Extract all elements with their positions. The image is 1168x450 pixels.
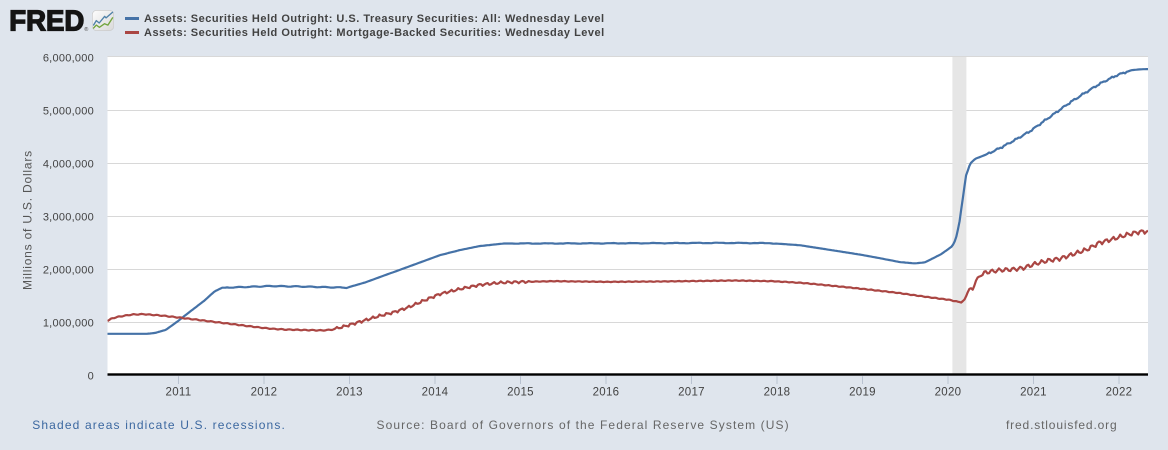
svg-text:1,000,000: 1,000,000 [43,318,94,330]
svg-text:4,000,000: 4,000,000 [43,159,94,171]
svg-text:5,000,000: 5,000,000 [43,106,94,118]
svg-text:®: ® [84,26,88,33]
svg-text:2020: 2020 [935,387,962,399]
svg-text:2015: 2015 [507,387,534,399]
svg-text:2012: 2012 [251,387,278,399]
svg-text:FRED: FRED [9,6,84,38]
svg-text:Millions of U.S. Dollars: Millions of U.S. Dollars [21,150,35,290]
svg-text:2016: 2016 [593,387,620,399]
svg-text:2021: 2021 [1020,387,1047,399]
svg-text:2022: 2022 [1106,387,1133,399]
svg-text:6,000,000: 6,000,000 [43,53,94,65]
svg-text:2019: 2019 [849,387,876,399]
svg-text:2014: 2014 [422,387,449,399]
svg-text:0: 0 [88,371,94,383]
svg-text:2018: 2018 [764,387,791,399]
svg-text:2013: 2013 [336,387,363,399]
svg-text:2011: 2011 [166,387,192,399]
svg-text:2017: 2017 [678,387,705,399]
svg-text:3,000,000: 3,000,000 [43,212,94,224]
svg-text:2,000,000: 2,000,000 [43,265,94,277]
